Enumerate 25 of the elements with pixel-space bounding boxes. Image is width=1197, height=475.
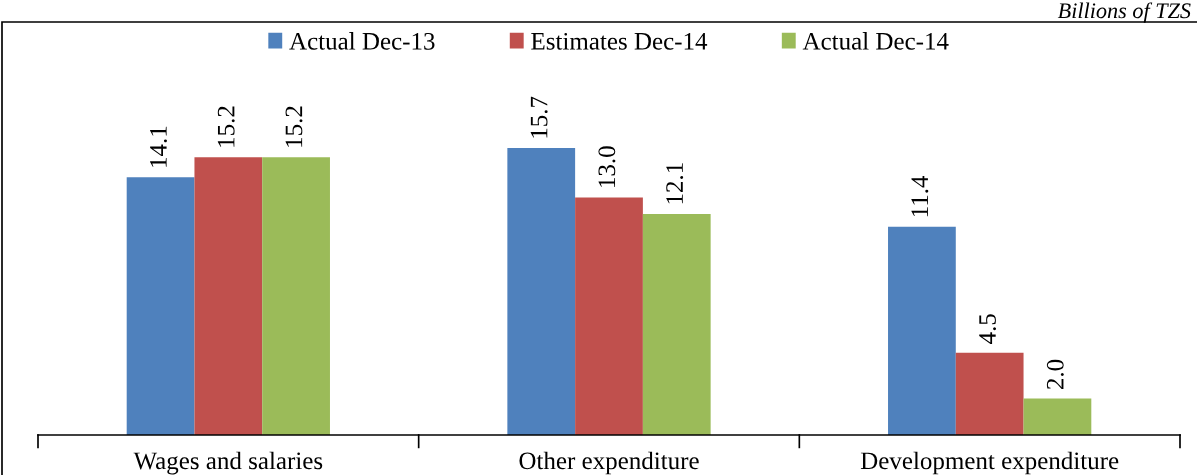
bar xyxy=(126,177,195,435)
data-label: 11.4 xyxy=(911,175,929,217)
x-tick-label: Other expenditure xyxy=(519,451,699,475)
x-tick-label: Wages and salaries xyxy=(133,451,323,475)
legend-label: Estimates Dec-14 xyxy=(531,32,708,50)
data-label: 15.7 xyxy=(530,96,548,138)
data-label: 15.2 xyxy=(217,106,235,147)
data-label: 12.1 xyxy=(666,163,684,204)
data-label: 15.2 xyxy=(285,106,303,147)
data-label: 14.1 xyxy=(150,126,167,167)
bar xyxy=(262,157,330,435)
bar xyxy=(575,197,643,435)
legend-label: Actual Dec-13 xyxy=(289,32,435,50)
data-label: 2.0 xyxy=(1046,359,1064,390)
bar xyxy=(955,352,1024,435)
data-label: 4.5 xyxy=(979,314,997,344)
data-label: 13.0 xyxy=(598,146,616,187)
bar xyxy=(888,226,956,435)
x-tick-label: Development expenditure xyxy=(860,451,1119,475)
annotation: Billions of TZS xyxy=(1057,2,1191,23)
bar xyxy=(642,213,711,435)
bar xyxy=(1023,398,1092,435)
bar xyxy=(507,148,576,435)
bar xyxy=(194,157,263,435)
legend-label: Actual Dec-14 xyxy=(802,32,949,50)
